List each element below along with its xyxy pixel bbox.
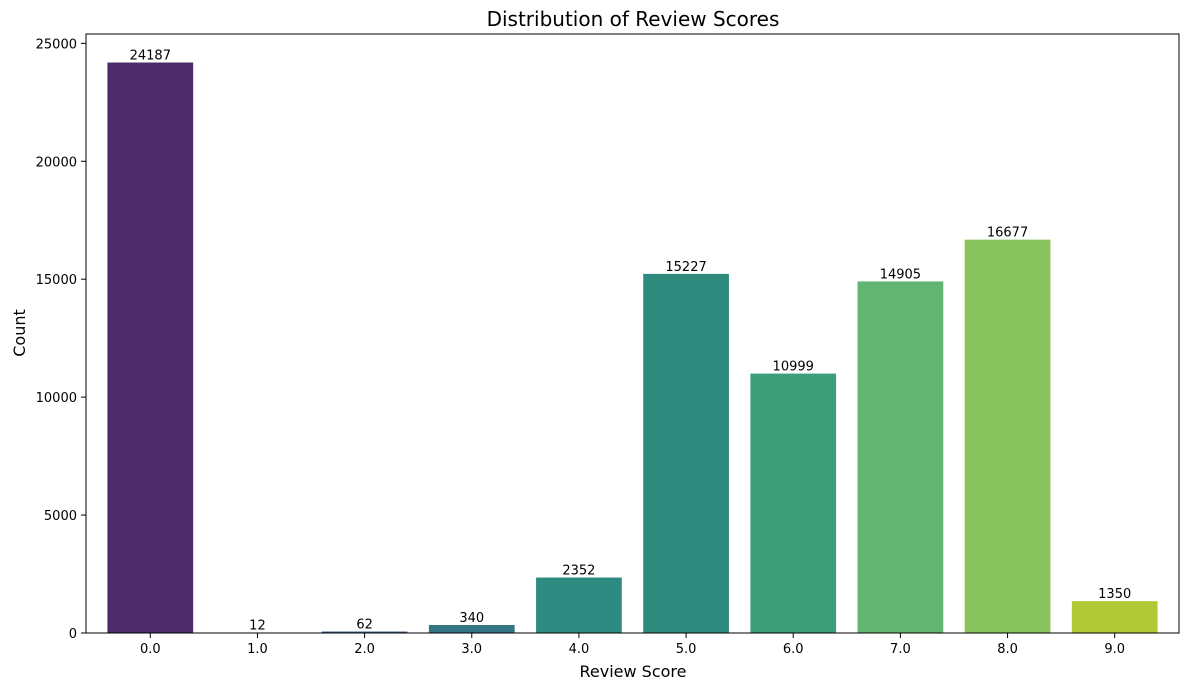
y-tick-label: 0 — [69, 627, 77, 642]
bar-value-label: 24187 — [130, 49, 171, 64]
y-tick-label: 15000 — [36, 273, 77, 288]
bar-5.0 — [643, 274, 729, 633]
x-tick-label: 4.0 — [569, 642, 590, 657]
y-tick-label: 10000 — [36, 391, 77, 406]
x-tick-label: 8.0 — [997, 642, 1018, 657]
bar-value-label: 1350 — [1098, 587, 1131, 602]
bar-value-label: 340 — [459, 611, 484, 626]
x-tick-label: 0.0 — [140, 642, 161, 657]
bar-3.0 — [429, 625, 515, 633]
bar-value-label: 14905 — [880, 267, 921, 282]
bars-layer: 24187 12 62 340 2352 15227 10999 14905 16677 1350 — [107, 49, 1157, 634]
bar-value-label: 12 — [249, 619, 266, 634]
bar-7.0 — [858, 281, 944, 633]
y-axis-label: Count — [10, 309, 29, 357]
y-tick-label: 25000 — [36, 37, 77, 52]
x-tick-label: 5.0 — [676, 642, 697, 657]
bar-value-label: 15227 — [665, 260, 706, 275]
x-tick-label: 9.0 — [1104, 642, 1125, 657]
bar-8.0 — [965, 240, 1051, 633]
x-tick-label: 1.0 — [247, 642, 268, 657]
chart-title: Distribution of Review Scores — [487, 7, 780, 31]
x-axis-label: Review Score — [580, 662, 687, 681]
bar-0.0 — [107, 63, 193, 633]
y-tick-label: 5000 — [44, 509, 77, 524]
bar-value-label: 2352 — [562, 564, 595, 579]
x-tick-label: 6.0 — [783, 642, 804, 657]
x-tick-label: 3.0 — [461, 642, 482, 657]
bar-6.0 — [750, 374, 836, 633]
x-tick-label: 7.0 — [890, 642, 911, 657]
bar-value-label: 10999 — [773, 360, 814, 375]
bar-value-label: 16677 — [987, 226, 1028, 241]
bar-4.0 — [536, 578, 622, 633]
bar-value-label: 62 — [356, 618, 373, 633]
x-tick-label: 2.0 — [354, 642, 375, 657]
bar-9.0 — [1072, 601, 1158, 633]
y-tick-label: 20000 — [36, 155, 77, 170]
